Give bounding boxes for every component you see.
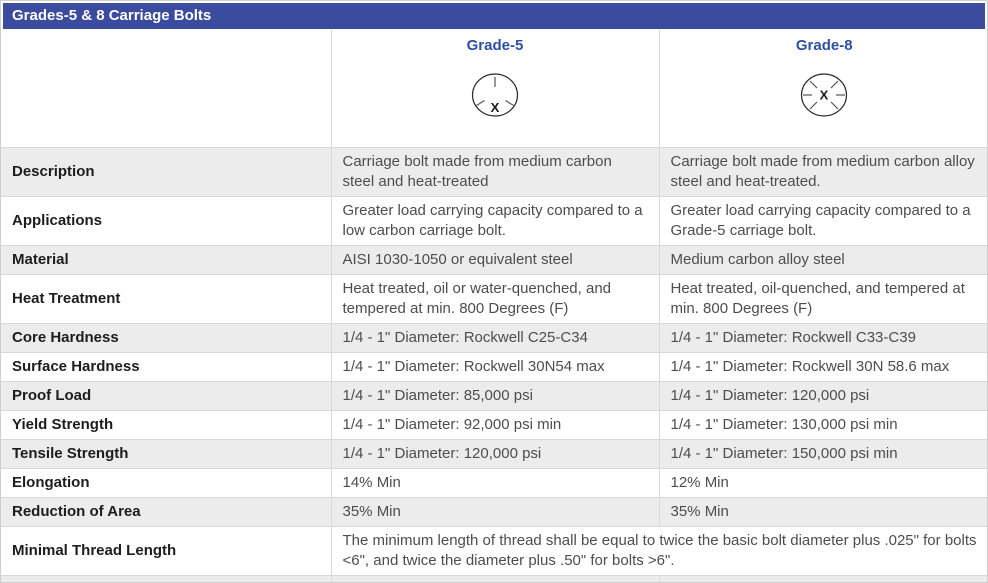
grade5-value: 1/4 - 1" Diameter: 92,000 psi min [330,409,660,440]
grade8-value: 12% Min [658,467,987,498]
row-label: Heat Treatment [1,273,332,324]
row-label: Core Hardness [1,322,332,353]
table-row-material: Material AISI 1030-1050 or equivalent st… [1,244,987,275]
grade8-label: Grade-8 [795,37,853,54]
table-row-surface-hardness: Surface Hardness 1/4 - 1" Diameter: Rock… [1,351,987,382]
grade5-value: AISI 1030-1050 or equivalent steel [330,244,660,275]
header-grade5: Grade-5 X [330,29,660,148]
grade8-value: 1/4 - 1" Diameter: 130,000 psi min [658,409,987,440]
table-row-minimal-thread-length: Minimal Thread Length The minimum length… [1,525,987,576]
grade8-value: Medium carbon alloy steel [658,244,987,275]
grade8-value: 1/4 - 1" Diameter: Rockwell C33-C39 [658,322,987,353]
row-label: Reduction of Area [1,496,332,527]
grade8-head-marking-icon: X [801,73,848,117]
grade8-value: 1/4 - 1" Diameter: 150,000 psi min [658,438,987,469]
grade8-value: 1/4 - 1" Diameter: Rockwell 30N 58.6 max [658,351,987,382]
svg-text:X: X [491,100,500,115]
grade8-value: Typically Zinc Yellow [658,574,987,582]
shared-value: The minimum length of thread shall be eq… [330,525,987,576]
grade5-value: 1/4 - 1" Diameter: 120,000 psi [330,438,660,469]
svg-text:X: X [820,88,829,103]
table-row-tensile-strength: Tensile Strength 1/4 - 1" Diameter: 120,… [1,438,987,469]
row-label: Elongation [1,467,332,498]
grade8-value: Carriage bolt made from medium carbon al… [658,146,987,197]
table-row-core-hardness: Core Hardness 1/4 - 1" Diameter: Rockwel… [1,322,987,353]
grade5-value: Heat treated, oil or water-quenched, and… [330,273,660,324]
spec-table: Grade-5 X Grade-8 [1,29,987,582]
table-row-yield-strength: Yield Strength 1/4 - 1" Diameter: 92,000… [1,409,987,440]
table-row-proof-load: Proof Load 1/4 - 1" Diameter: 85,000 psi… [1,380,987,411]
grade5-value [330,574,660,582]
row-label: Proof Load [1,380,332,411]
grade8-value: 35% Min [658,496,987,527]
table-row-elongation: Elongation 14% Min 12% Min [1,467,987,498]
grade5-value: 35% Min [330,496,660,527]
table-row-heat-treatment: Heat Treatment Heat treated, oil or wate… [1,273,987,324]
grade5-value: 14% Min [330,467,660,498]
table-row-plating: Plating Typically Zinc Yellow [1,574,987,582]
row-label: Minimal Thread Length [1,525,332,576]
header-row: Grade-5 X Grade-8 [1,29,987,148]
grade5-value: Greater load carrying capacity compared … [330,195,660,246]
grade5-value: 1/4 - 1" Diameter: Rockwell C25-C34 [330,322,660,353]
grade5-value: 1/4 - 1" Diameter: Rockwell 30N54 max [330,351,660,382]
row-label: Material [1,244,332,275]
grade8-value: Heat treated, oil-quenched, and tempered… [658,273,987,324]
grade5-label: Grade-5 [466,37,524,54]
header-grade8: Grade-8 X [658,29,987,148]
row-label: Yield Strength [1,409,332,440]
row-label: Applications [1,195,332,246]
table-row-applications: Applications Greater load carrying capac… [1,195,987,246]
row-label: Description [1,146,332,197]
grade5-head-marking-icon: X [471,73,519,117]
table-row-reduction-of-area: Reduction of Area 35% Min 35% Min [1,496,987,527]
row-label: Tensile Strength [1,438,332,469]
row-label: Plating [1,574,332,582]
row-label: Surface Hardness [1,351,332,382]
grade5-value: 1/4 - 1" Diameter: 85,000 psi [330,380,660,411]
grade5-value: Carriage bolt made from medium carbon st… [330,146,660,197]
grade8-value: 1/4 - 1" Diameter: 120,000 psi [658,380,987,411]
grade8-value: Greater load carrying capacity compared … [658,195,987,246]
header-empty-cell [1,29,332,148]
table-row-description: Description Carriage bolt made from medi… [1,146,987,197]
page-title: Grades-5 & 8 Carriage Bolts [3,3,985,29]
